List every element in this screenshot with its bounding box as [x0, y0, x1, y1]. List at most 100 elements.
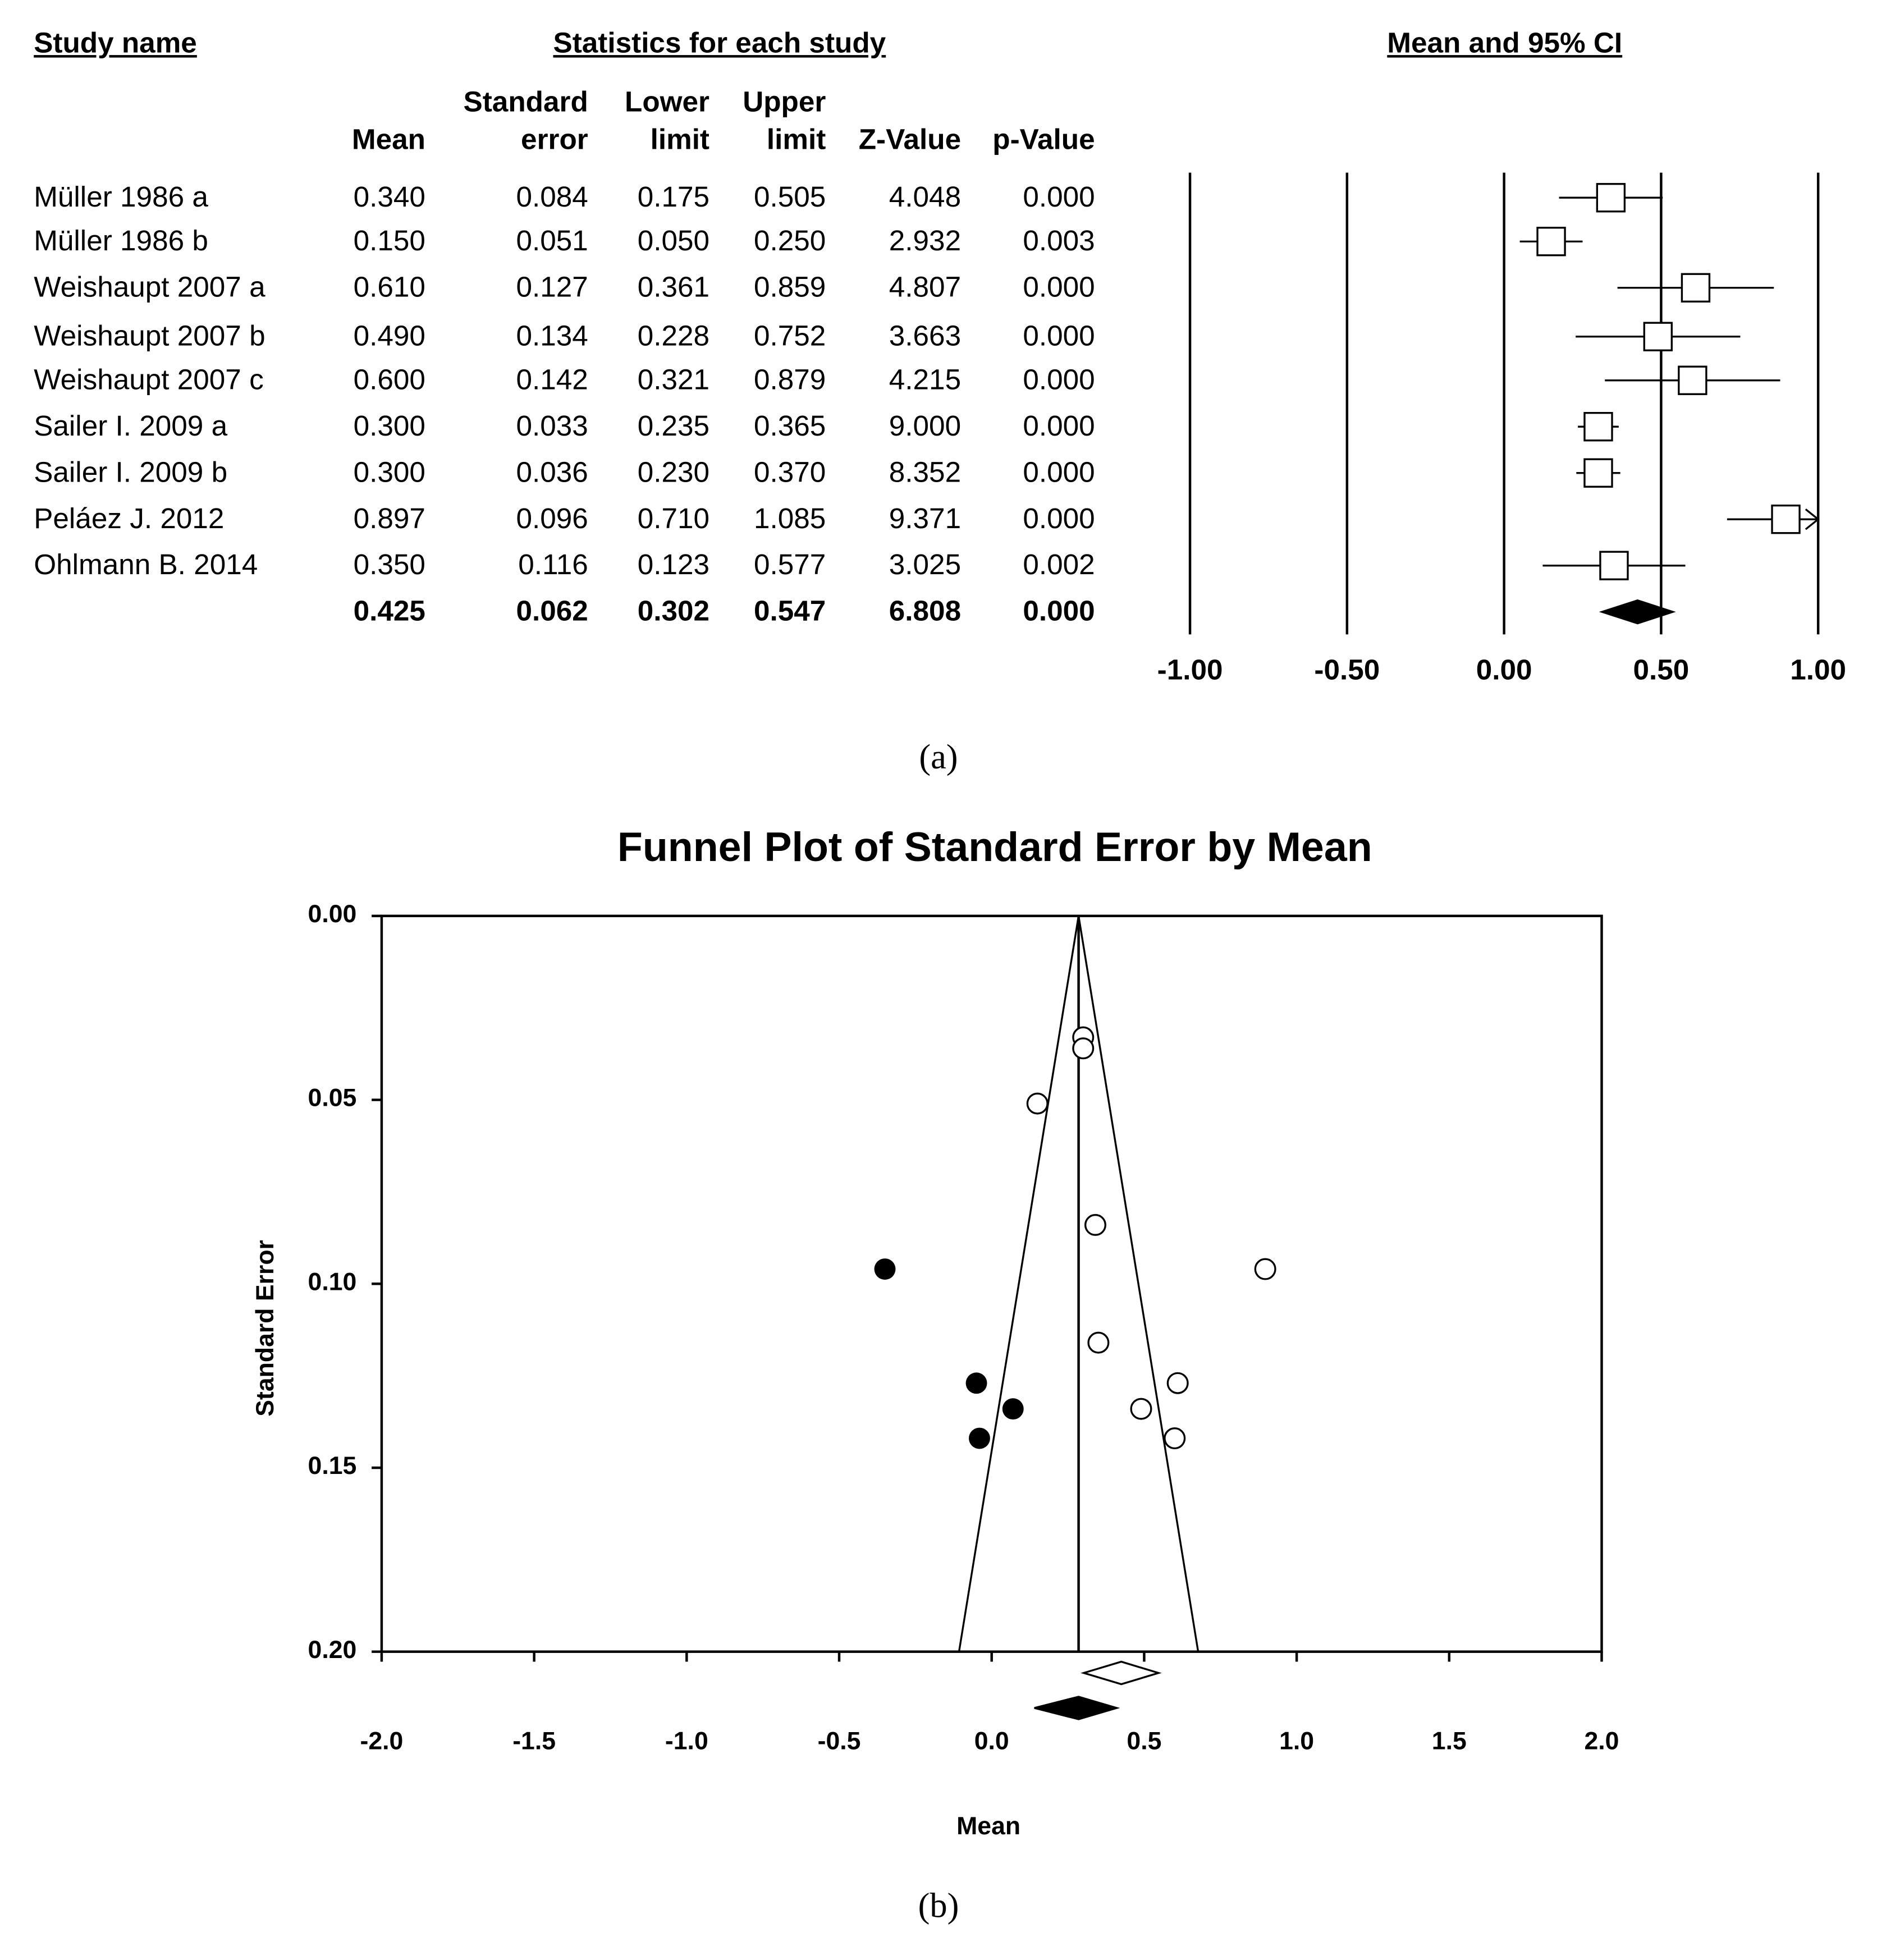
imputed-study-point: [969, 1427, 990, 1449]
cell: 0.228: [637, 319, 710, 352]
cell: 1.085: [754, 501, 826, 534]
cell: 0.000: [1023, 180, 1095, 213]
cell: 0.600: [353, 363, 425, 396]
cell: 3.663: [889, 319, 962, 352]
study-name: Peláez J. 2012: [34, 501, 225, 534]
cell: 0.000: [1023, 409, 1095, 442]
caption-a: (a): [919, 738, 958, 777]
column-header-bottom: limit: [650, 122, 710, 155]
study-name: Ohlmann B. 2014: [34, 548, 258, 581]
funnel-x-tick-label: 0.0: [974, 1728, 1009, 1756]
cell: 0.096: [516, 501, 588, 534]
cell: 0.000: [1023, 455, 1095, 488]
funnel-boundary: [958, 915, 1200, 1652]
cell: 0.250: [754, 224, 826, 257]
cell: 0.859: [754, 270, 826, 303]
study-mean-square: [1771, 504, 1801, 534]
cell: 0.150: [353, 224, 425, 257]
column-header-bottom: Mean: [351, 122, 425, 155]
funnel-y-tick-label: 0.05: [308, 1084, 357, 1112]
cell: 0.230: [637, 455, 710, 488]
observed-study-point: [1254, 1258, 1276, 1280]
observed-study-point: [1164, 1427, 1186, 1450]
study-mean-square: [1583, 411, 1613, 442]
imputed-study-point: [965, 1372, 987, 1394]
adjusted-mean-diamond: [1034, 1696, 1120, 1720]
observed-study-point: [1084, 1213, 1106, 1236]
caption-b: (b): [918, 1886, 959, 1926]
observed-study-point: [1087, 1331, 1110, 1354]
cell: 0.033: [516, 409, 588, 442]
column-header-top: Upper: [743, 85, 826, 118]
summary-cell: 0.302: [637, 594, 710, 627]
cell: 9.000: [889, 409, 962, 442]
forest-x-tick-label: -1.00: [1157, 653, 1223, 686]
observed-study-point: [1072, 1037, 1095, 1060]
header-statistics: Statistics for each study: [553, 26, 886, 59]
column-header-bottom: Z-Value: [858, 122, 962, 155]
summary-diamond: [1599, 599, 1676, 625]
header-mean-ci: Mean and 95% CI: [1387, 26, 1623, 59]
cell: 0.000: [1023, 363, 1095, 396]
cell: 0.577: [754, 548, 826, 581]
cell: 0.175: [637, 180, 710, 213]
summary-cell: 0.000: [1023, 594, 1095, 627]
column-header-top: Standard: [463, 85, 588, 118]
cell: 0.752: [754, 319, 826, 352]
cell: 0.235: [637, 409, 710, 442]
cell: 0.321: [637, 363, 710, 396]
study-name: Weishaupt 2007 c: [34, 363, 264, 396]
cell: 0.127: [516, 270, 588, 303]
cell: 0.142: [516, 363, 588, 396]
cell: 4.048: [889, 180, 962, 213]
forest-x-tick-label: 0.50: [1633, 653, 1690, 686]
cell: 2.932: [889, 224, 962, 257]
cell: 0.036: [516, 455, 588, 488]
funnel-x-tick-label: -0.5: [817, 1728, 861, 1756]
cell: 0.123: [637, 548, 710, 581]
study-name: Müller 1986 b: [34, 224, 208, 257]
cell: 0.879: [754, 363, 826, 396]
header-study-name: Study name: [34, 26, 197, 59]
study-mean-square: [1678, 365, 1707, 395]
cell: 0.300: [353, 455, 425, 488]
study-mean-square: [1643, 322, 1673, 351]
funnel-x-tick-label: 1.5: [1431, 1728, 1467, 1756]
cell: 0.003: [1023, 224, 1095, 257]
cell: 0.002: [1023, 548, 1095, 581]
funnel-x-tick-label: 2.0: [1584, 1728, 1619, 1756]
forest-x-tick-label: 1.00: [1790, 653, 1847, 686]
summary-cell: 0.062: [516, 594, 588, 627]
cell: 0.370: [754, 455, 826, 488]
funnel-y-tick-label: 0.00: [308, 901, 357, 929]
summary-cell: 6.808: [889, 594, 962, 627]
cell: 0.365: [754, 409, 826, 442]
summary-cell: 0.547: [754, 594, 826, 627]
summary-cell: 0.425: [353, 594, 425, 627]
cell: 3.025: [889, 548, 962, 581]
forest-x-tick-label: -0.50: [1314, 653, 1380, 686]
column-header-bottom: error: [521, 122, 588, 155]
funnel-x-tick-label: 1.0: [1279, 1728, 1315, 1756]
column-header-bottom: limit: [766, 122, 826, 155]
cell: 0.300: [353, 409, 425, 442]
study-mean-square: [1583, 458, 1613, 488]
study-name: Weishaupt 2007 b: [34, 319, 265, 352]
funnel-x-tick-label: -1.5: [512, 1728, 556, 1756]
funnel-x-tick-label: 0.5: [1127, 1728, 1162, 1756]
cell: 0.084: [516, 180, 588, 213]
cell: 0.000: [1023, 319, 1095, 352]
observed-study-point: [1026, 1092, 1049, 1115]
imputed-study-point: [874, 1258, 896, 1280]
funnel-plot-frame: [380, 914, 1603, 1653]
observed-mean-diamond: [1081, 1660, 1162, 1686]
cell: 0.897: [353, 501, 425, 534]
cell: 0.710: [637, 501, 710, 534]
funnel-y-tick-label: 0.10: [308, 1268, 357, 1297]
imputed-study-point: [1002, 1398, 1024, 1420]
cell: 4.807: [889, 270, 962, 303]
cell: 0.610: [353, 270, 425, 303]
funnel-y-tick-label: 0.20: [308, 1636, 357, 1664]
